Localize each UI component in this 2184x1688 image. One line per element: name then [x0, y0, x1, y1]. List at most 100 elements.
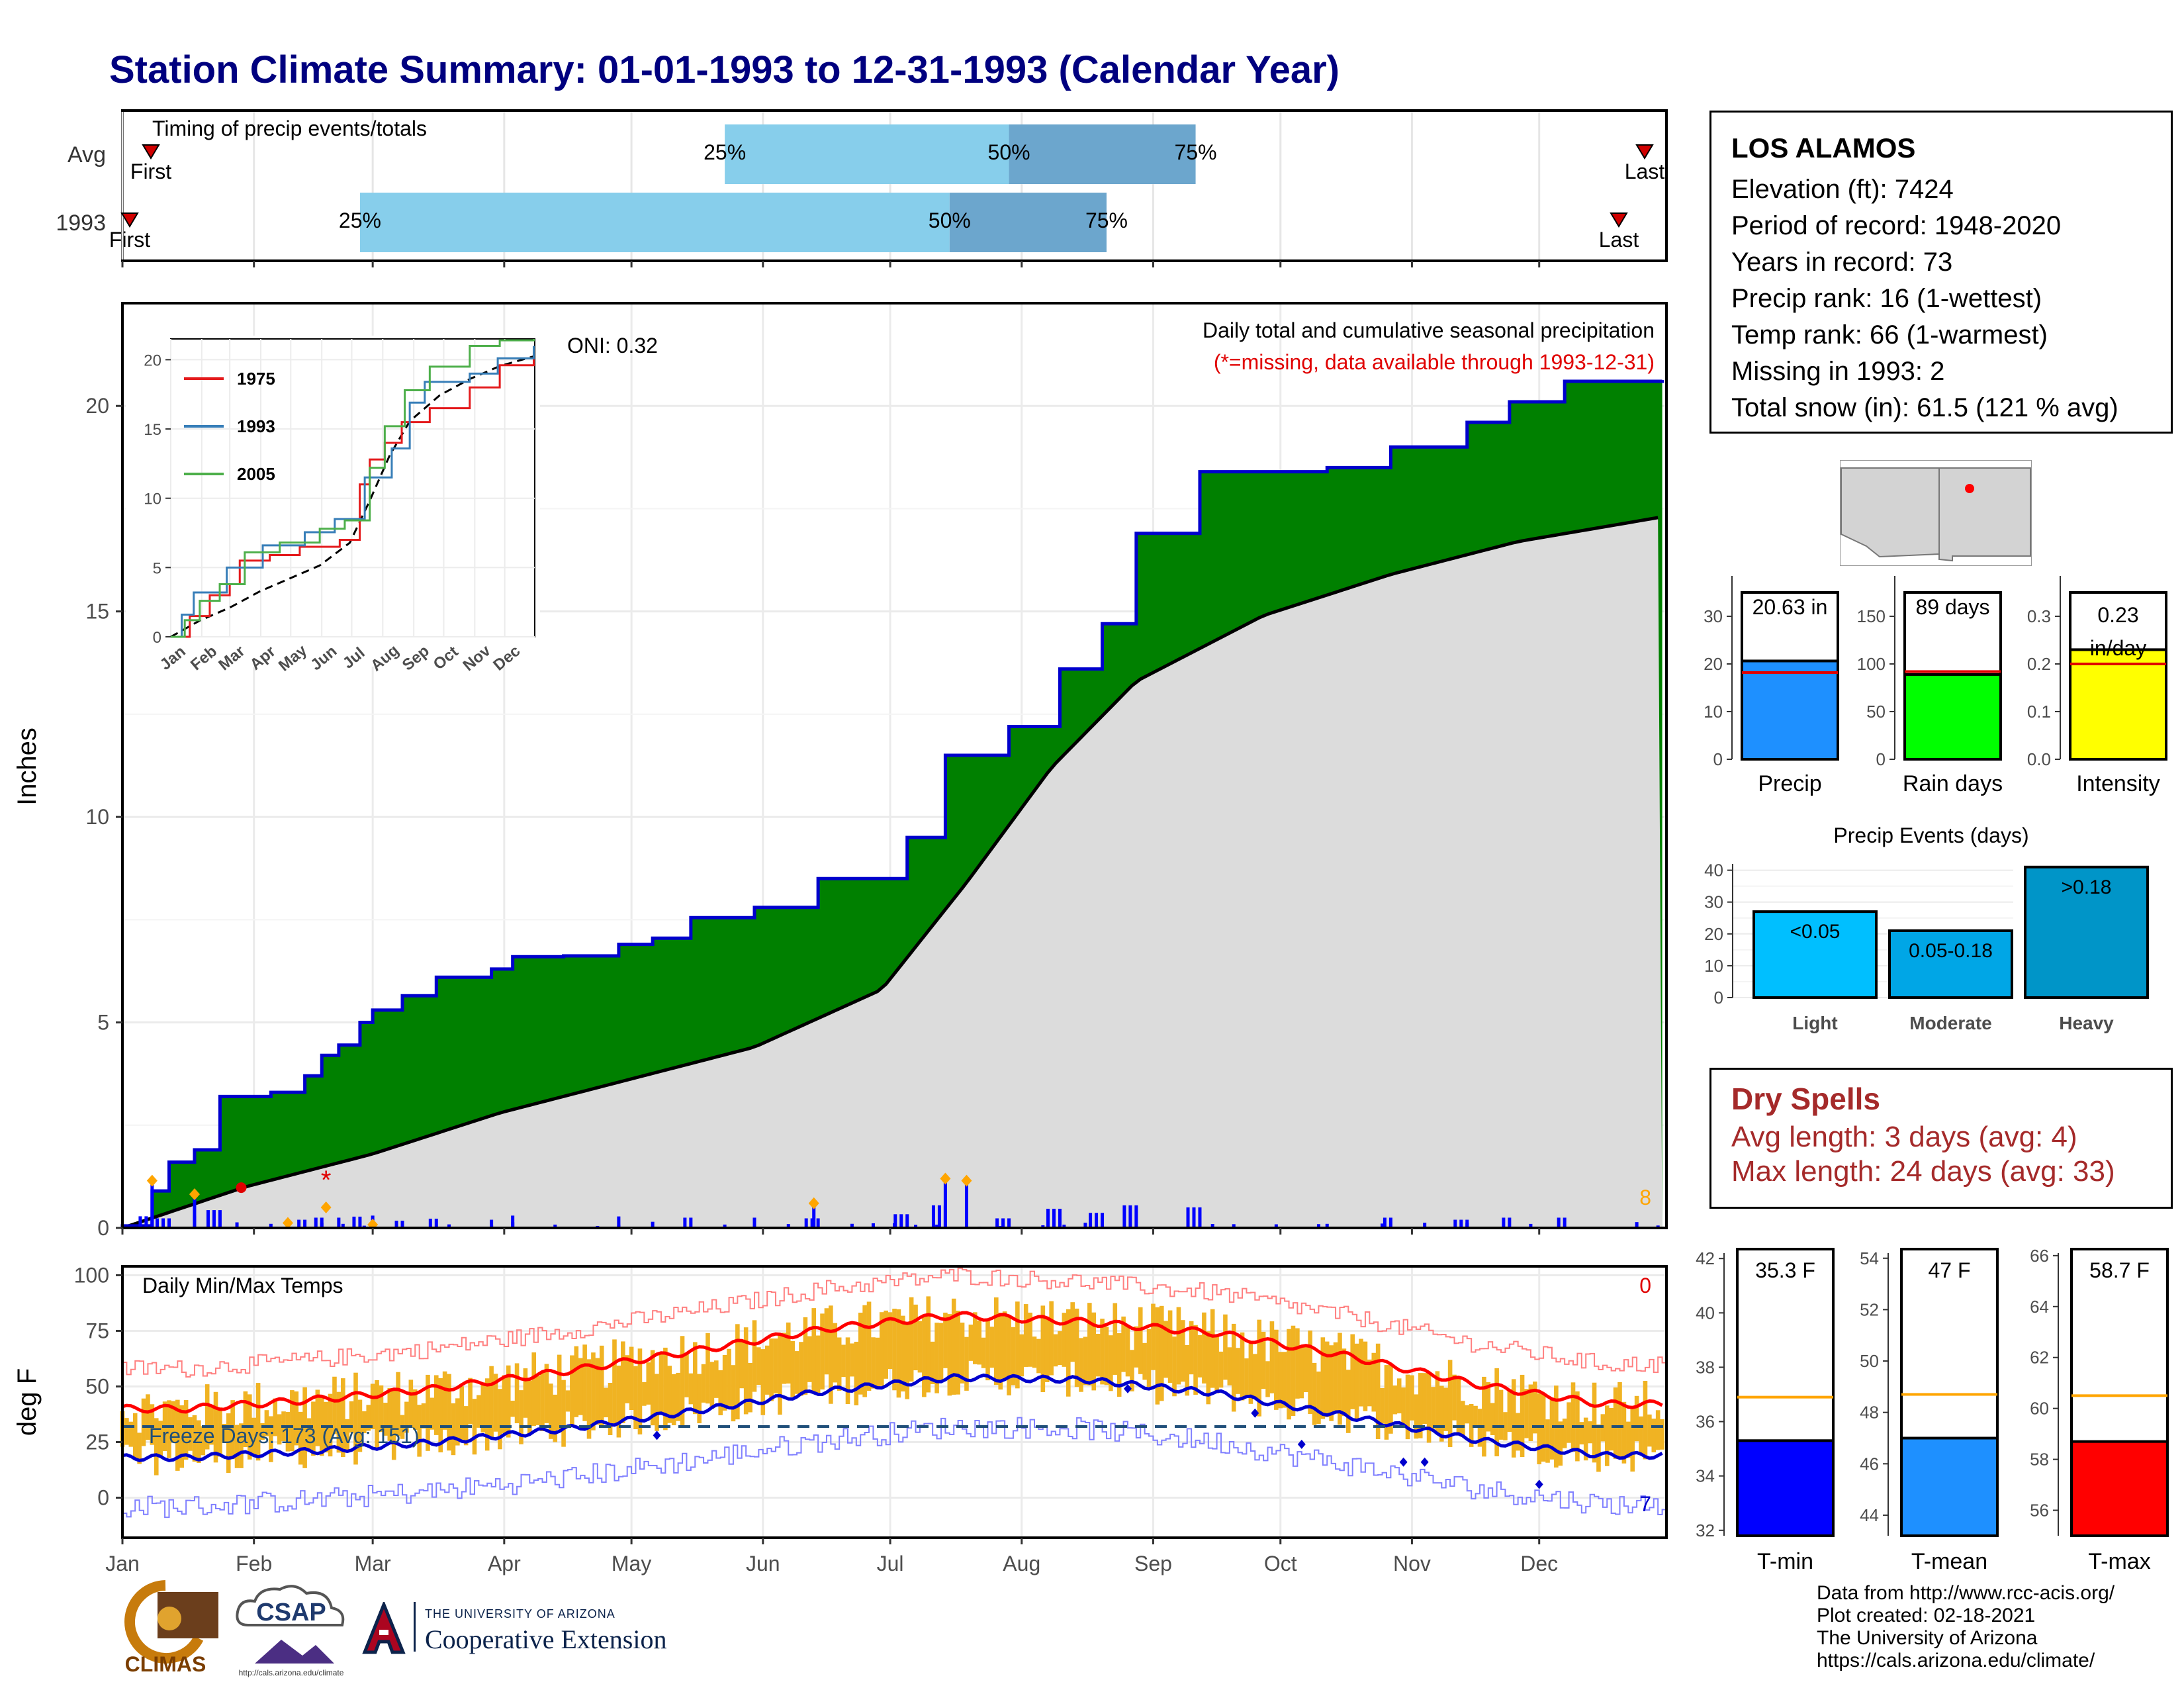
daily-precip-bar [752, 1217, 756, 1228]
temp-range-bar [633, 1366, 638, 1430]
inset-line-2005 [171, 339, 535, 638]
temp-range-bar [964, 1336, 969, 1391]
temp-range-bar [604, 1387, 608, 1418]
daily-precip-bar [303, 1219, 307, 1228]
timing-pct-label: 25% [339, 209, 381, 232]
summary-bar-frame [1741, 591, 1839, 663]
temp-range-bar [251, 1417, 256, 1456]
events-ytick-label: 40 [1704, 861, 1723, 880]
temp-range-bar [1655, 1410, 1661, 1450]
temp-range-bar [502, 1375, 507, 1434]
temp-range-bar [1354, 1343, 1359, 1421]
daily-precip-bars [138, 1205, 1664, 1228]
temp-range-bar [1113, 1303, 1118, 1375]
temp-range-bar [989, 1327, 995, 1368]
summary-bar-precip [1741, 659, 1839, 761]
temp-range-bar [1095, 1333, 1101, 1377]
precip-ytick-label: 20 [85, 394, 109, 418]
temp-range-bar [1567, 1402, 1571, 1443]
temp-range-bar [756, 1347, 761, 1385]
heavy-event-diamond [940, 1172, 951, 1185]
inset-lines [170, 339, 535, 638]
temp-summary-ytick-label: 50 [1860, 1351, 1879, 1371]
daily-precip-bar [683, 1217, 687, 1228]
temp-range-bar [218, 1407, 222, 1457]
temp-range-bar [1621, 1401, 1627, 1464]
temp-range-bar [697, 1374, 702, 1424]
dry-spells-max: Max length: 24 days (avg: 33) [1731, 1155, 2115, 1188]
temp-summary-ytick-label: 32 [1696, 1521, 1715, 1540]
temp-range-bar [820, 1313, 825, 1390]
temp-range-bar [866, 1301, 872, 1391]
summary-ytick-label: 10 [1704, 702, 1723, 722]
temp-range-bar [1303, 1346, 1308, 1392]
timing-label: Timing of precip events/totals [152, 117, 427, 140]
ua-logo-bar [379, 1630, 388, 1635]
daily-precip-bar [1459, 1219, 1463, 1228]
temp-range-bar [201, 1426, 206, 1456]
station-elevation: Elevation (ft): 7424 [1731, 175, 1954, 204]
temp-range-bar [426, 1374, 430, 1451]
daily-precip-bar [1465, 1223, 1469, 1228]
csap-text: CSAP [256, 1599, 326, 1626]
temp-range-bar [1558, 1421, 1563, 1466]
daily-precip-bar [1557, 1217, 1561, 1228]
precip-note: (*=missing, data available through 1993-… [1214, 350, 1655, 374]
temp-range-bar [1562, 1418, 1567, 1448]
events-ytick-label: 0 [1714, 988, 1723, 1008]
daily-precip-bar [434, 1219, 438, 1228]
month-label: Sep [1134, 1552, 1172, 1575]
temp-range-bar [1146, 1329, 1152, 1387]
temp-range-bar [913, 1304, 918, 1371]
daily-precip-bar [212, 1210, 216, 1228]
precip-ytick-label: 15 [85, 600, 109, 624]
temp-range-bar [1202, 1312, 1206, 1383]
temp-range-bar [1533, 1382, 1537, 1434]
inset-line-1975 [171, 351, 535, 638]
temp-range-bar [671, 1374, 676, 1426]
temp-range-bar [188, 1417, 193, 1451]
csap-cloud [236, 1585, 345, 1626]
temp-range-bar [875, 1337, 880, 1389]
temp-range-bar [315, 1389, 320, 1446]
temp-range-bar [858, 1313, 863, 1395]
temp-range-bar [1342, 1348, 1347, 1417]
temp-range-bar [128, 1421, 134, 1447]
temp-range-bar [336, 1391, 341, 1453]
station-years: Years in record: 73 [1731, 248, 1953, 277]
temp-range-bar [306, 1418, 312, 1452]
climas-sun [158, 1607, 181, 1630]
temp-range-bar [277, 1414, 282, 1445]
daily-precip-bar [511, 1215, 515, 1228]
daily-precip-bar [1508, 1217, 1512, 1228]
temp-range-bar [1028, 1312, 1032, 1367]
temp-range-bar [981, 1337, 986, 1368]
summary-bar-frame [1903, 591, 2002, 676]
temp-summary-ytick-label: 46 [1860, 1454, 1879, 1474]
temp-range-bar [841, 1344, 846, 1378]
temp-range-bar [383, 1403, 388, 1436]
temp-range-bar [722, 1354, 727, 1411]
daily-precip-bar [914, 1225, 918, 1228]
daily-precip-bar [1122, 1205, 1126, 1228]
temp-range-bar [871, 1337, 876, 1389]
temp-range-bar [829, 1305, 833, 1404]
daily-precip-bar [447, 1224, 451, 1228]
daily-precip-bar [1134, 1205, 1138, 1228]
temp-range-bar [782, 1333, 787, 1384]
climas-logo: CLIMAS [124, 1580, 218, 1676]
daily-precip-bar [617, 1225, 621, 1228]
temp-range-bar [1350, 1334, 1355, 1409]
temp-range-bar [430, 1397, 435, 1430]
month-label: Nov [1393, 1552, 1431, 1575]
temp-range-bar [1396, 1378, 1402, 1414]
temp-range-bar [243, 1391, 248, 1447]
temp-range-bar [498, 1389, 502, 1450]
temp-range-bar [1125, 1325, 1130, 1377]
temp-range-bar [1134, 1326, 1139, 1368]
daily-precip-bar [1388, 1217, 1392, 1228]
summary-bars: 0 10 20 30 20.63 in Precip 0 50 100 150 89 days Rai… [1704, 576, 2167, 796]
temp-range-bar [1265, 1361, 1270, 1397]
temp-range-bar [1452, 1374, 1457, 1421]
